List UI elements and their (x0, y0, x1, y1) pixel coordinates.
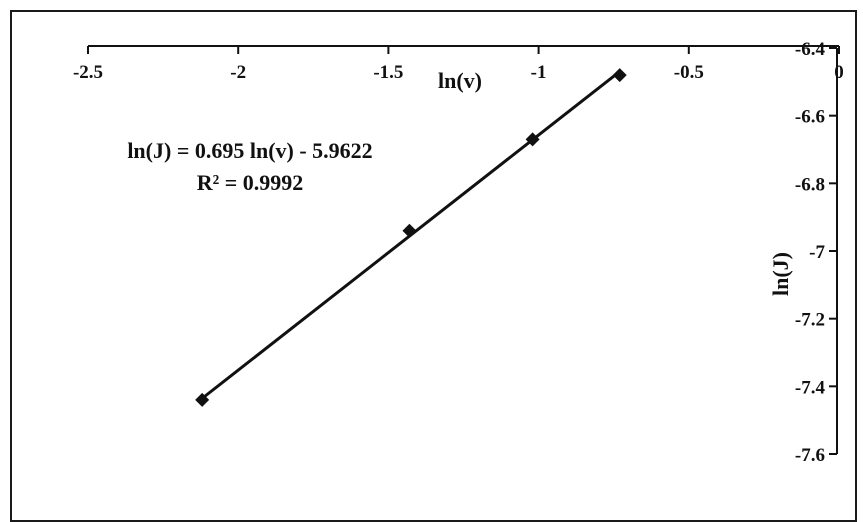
y-tick-label: -7.2 (795, 310, 825, 331)
chart-frame: -2.5 -2 -1.5 -1 -0.5 0 -6.4 -6.6 -6.8 -7 -7.2 -7.4… (10, 10, 857, 522)
y-tick-label: -7.6 (795, 445, 825, 466)
trendline-equation: ln(J) = 0.695 ln(v) - 5.9622 (127, 138, 372, 163)
y-axis-title: ln(J) (768, 252, 793, 296)
x-ticks: -2.5 -2 -1.5 -1 -0.5 0 (73, 46, 844, 83)
chart-plot: -2.5 -2 -1.5 -1 -0.5 0 -6.4 -6.6 -6.8 -7 -7.2 -7.4… (73, 39, 844, 466)
x-tick-label: -0.5 (674, 62, 704, 83)
data-point-diamond (612, 68, 627, 83)
x-tick-label: -2.5 (73, 62, 103, 83)
data-point-diamond (525, 132, 540, 147)
x-tick-label: -1.5 (373, 62, 403, 83)
axes: -2.5 -2 -1.5 -1 -0.5 0 -6.4 -6.6 -6.8 -7 -7.2 -7.4… (73, 39, 844, 466)
y-tick-label: -6.4 (795, 39, 826, 60)
x-tick-label: -2 (230, 62, 246, 83)
data-point-diamond (402, 223, 417, 238)
x-axis-title: ln(v) (438, 68, 482, 93)
y-tick-label: -6.6 (795, 107, 825, 128)
y-tick-label: -6.8 (795, 174, 825, 195)
data-point-diamond (195, 392, 210, 407)
y-tick-label: -7.4 (795, 377, 826, 398)
trendline-r-squared: R² = 0.9992 (197, 170, 304, 195)
x-tick-label: -1 (531, 62, 547, 83)
x-tick-label: 0 (834, 62, 844, 83)
data-markers (195, 68, 627, 407)
y-ticks: -6.4 -6.6 -6.8 -7 -7.2 -7.4 -7.6 (795, 39, 837, 466)
y-tick-label: -7 (809, 242, 825, 263)
